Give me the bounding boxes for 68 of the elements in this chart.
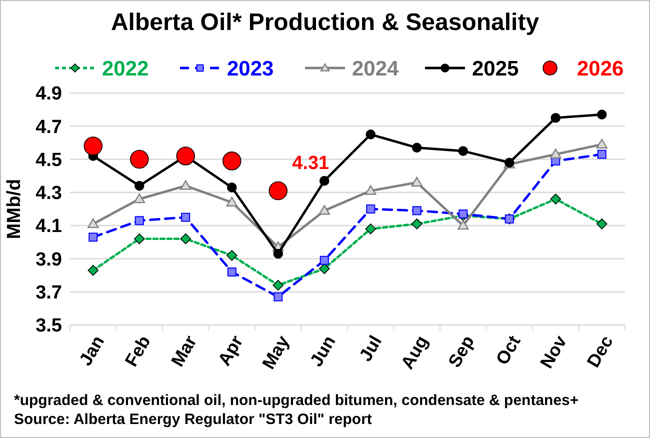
y-tick-label: 4.7 <box>36 116 62 138</box>
data-label: 4.31 <box>292 152 330 174</box>
text: *upgraded & conventional oil, non-upgraded bitumen, condensate & pentanes+ <box>14 392 579 409</box>
point <box>596 138 608 148</box>
point <box>320 256 329 265</box>
point <box>550 112 561 123</box>
x-tick-label: Jan <box>75 332 108 370</box>
point <box>366 204 376 214</box>
point <box>273 248 284 259</box>
point <box>411 218 422 230</box>
legend-label: 2022 <box>102 57 149 80</box>
y-tick-label: 3.9 <box>36 249 62 270</box>
x-tick-label: Oct <box>492 332 524 368</box>
y-tick-label: 4.5 <box>36 150 62 171</box>
y-tick-label: 4.9 <box>36 84 62 105</box>
source-note: Source: Alberta Energy Regulator "ST3 Oil" report <box>14 411 372 428</box>
point <box>274 292 283 302</box>
y-axis-title: MMb/d <box>4 178 25 240</box>
x-tick-label: Sep <box>444 332 478 371</box>
point <box>412 206 422 216</box>
point <box>88 218 99 228</box>
x-tick-label: Feb <box>120 332 154 370</box>
point <box>84 136 103 156</box>
point <box>365 223 376 234</box>
point <box>412 142 422 153</box>
point <box>134 216 144 226</box>
point <box>268 181 288 200</box>
point <box>176 146 196 166</box>
point <box>130 150 149 169</box>
legend-label: 2023 <box>227 57 274 80</box>
chart-title: Alberta Oil* Production & Seasonality <box>110 9 540 36</box>
point <box>88 264 99 276</box>
point <box>180 233 192 244</box>
y-tick-label: 3.5 <box>36 316 62 337</box>
point <box>318 263 330 274</box>
point <box>134 180 144 191</box>
point <box>134 193 145 204</box>
point <box>458 209 468 218</box>
point <box>272 280 284 291</box>
point <box>458 220 469 230</box>
point <box>227 267 236 276</box>
point <box>222 152 242 170</box>
x-tick-label: Jul <box>355 332 386 365</box>
point <box>226 196 238 206</box>
point <box>226 250 238 261</box>
legend-label: 2026 <box>577 57 624 80</box>
point <box>318 205 330 215</box>
point <box>596 218 608 230</box>
y-tick-label: 4.1 <box>36 216 62 238</box>
point <box>550 148 562 158</box>
point <box>550 194 562 204</box>
point <box>597 150 606 159</box>
legend-label: 2024 <box>352 57 400 80</box>
point <box>365 185 376 195</box>
legend-label: 2025 <box>472 57 520 80</box>
point <box>88 232 98 242</box>
point <box>226 182 237 192</box>
point <box>134 233 145 244</box>
y-tick-label: 3.7 <box>36 282 62 304</box>
point <box>180 180 192 190</box>
point <box>458 146 468 156</box>
point <box>181 212 190 222</box>
point <box>596 110 607 120</box>
y-tick-label: 4.3 <box>36 183 62 204</box>
point <box>366 130 376 140</box>
point <box>411 176 422 187</box>
point <box>319 176 330 186</box>
x-tick-label: Jun <box>306 332 340 370</box>
